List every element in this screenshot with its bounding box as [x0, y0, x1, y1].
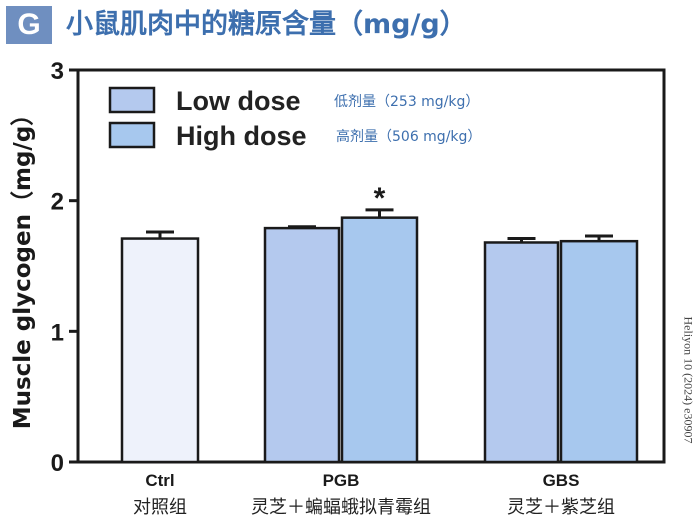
- x-category-sublabel: 灵芝＋紫芝组: [507, 497, 615, 518]
- bar-pgb-low-dose: [263, 226, 341, 464]
- x-category-label: GBS: [543, 471, 580, 490]
- significance-star: *: [374, 182, 386, 215]
- bar-ctrl-control: [120, 237, 200, 464]
- figure-header: G 小鼠肌肉中的糖原含量（mg/g）: [0, 0, 700, 50]
- bar-pgb-high-dose: [340, 216, 419, 464]
- x-category-label: PGB: [323, 471, 360, 490]
- y-tick-label: 3: [51, 58, 64, 85]
- figure-title: 小鼠肌肉中的糖原含量（mg/g）: [66, 9, 467, 40]
- legend-swatch: [108, 121, 156, 149]
- y-tick-label: 1: [51, 319, 64, 346]
- panel-letter-badge: G: [6, 6, 52, 44]
- bar-gbs-low-dose: [483, 241, 560, 464]
- x-category-sublabel: 灵芝＋蝙蝠蛾拟青霉组: [251, 497, 431, 518]
- y-axis-label: Muscle glycogen（mg/g）: [9, 103, 36, 430]
- y-tick-label: 0: [51, 450, 64, 477]
- x-category-label: Ctrl: [145, 471, 174, 490]
- legend-swatch: [108, 86, 156, 114]
- legend-dose-note: 高剂量（506 mg/kg）: [336, 128, 481, 145]
- y-tick-label: 2: [51, 189, 64, 216]
- bar-gbs-high-dose: [559, 239, 639, 464]
- legend-label: Low dose: [176, 86, 301, 116]
- x-category-sublabel: 对照组: [133, 497, 187, 518]
- legend-dose-note: 低剂量（253 mg/kg）: [334, 94, 479, 110]
- citation-watermark: Heliyon 10 (2024) e30907: [681, 316, 696, 444]
- legend-label: High dose: [176, 121, 307, 151]
